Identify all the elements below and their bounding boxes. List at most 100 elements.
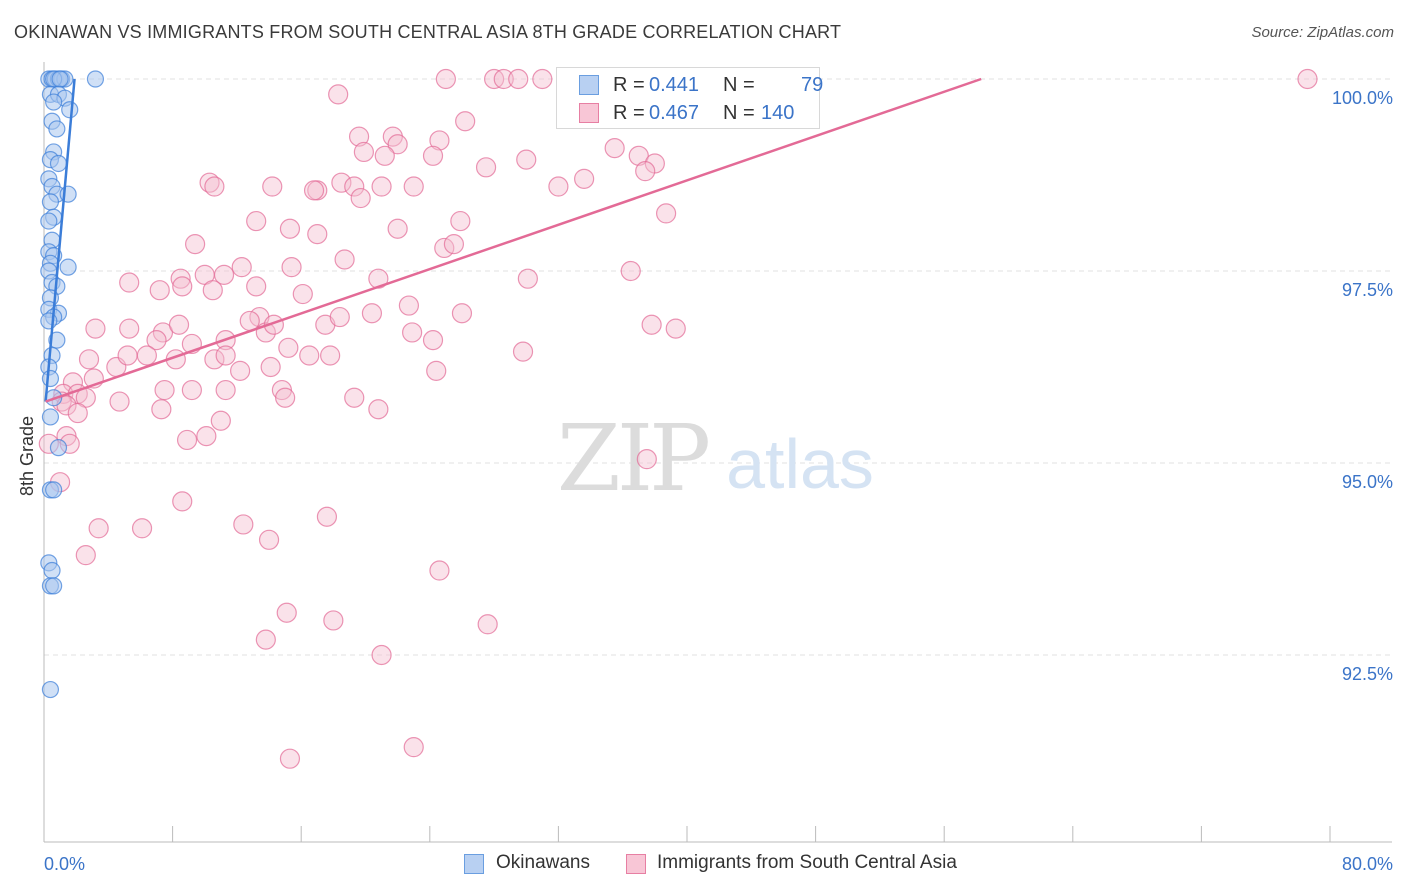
okinawans-point bbox=[86, 70, 105, 88]
immigrants-point bbox=[604, 138, 625, 159]
okinawans-point bbox=[48, 331, 66, 349]
immigrants-point bbox=[323, 610, 344, 631]
immigrants-point bbox=[151, 399, 172, 420]
immigrants-point bbox=[665, 318, 686, 339]
okinawans-point bbox=[40, 212, 58, 230]
immigrants-point bbox=[210, 410, 231, 431]
r-value: 0.467 bbox=[649, 102, 700, 124]
source-label: Source: ZipAtlas.com bbox=[1251, 24, 1394, 41]
immigrants-point bbox=[477, 614, 498, 635]
trendlines bbox=[44, 77, 982, 403]
immigrants-point bbox=[231, 257, 252, 278]
immigrants-point bbox=[246, 276, 267, 297]
immigrants-point bbox=[426, 360, 447, 381]
axes bbox=[43, 62, 1392, 843]
okinawans-point bbox=[45, 481, 63, 499]
immigrants-point bbox=[353, 141, 374, 163]
immigrants-point bbox=[168, 314, 190, 335]
y-tick-label: 100.0% bbox=[1332, 88, 1393, 108]
immigrants-point bbox=[131, 518, 153, 539]
okinawans-point bbox=[49, 439, 68, 457]
immigrants-point bbox=[230, 360, 251, 381]
immigrants-point bbox=[149, 280, 170, 301]
immigrants-point bbox=[344, 387, 365, 408]
immigrants-point bbox=[307, 224, 328, 245]
immigrants-point bbox=[574, 168, 595, 189]
immigrants-point bbox=[348, 126, 370, 147]
immigrants-point bbox=[215, 345, 236, 366]
immigrants-point bbox=[422, 330, 444, 351]
immigrants-point bbox=[213, 264, 235, 285]
immigrants-point bbox=[85, 318, 106, 339]
immigrants-point bbox=[172, 276, 193, 297]
okinawans-point bbox=[43, 561, 61, 580]
immigrants-point bbox=[387, 218, 408, 239]
data-points bbox=[38, 68, 1318, 769]
immigrants-point bbox=[279, 748, 301, 769]
n-label: N = bbox=[723, 74, 755, 96]
immigrants-point bbox=[517, 268, 538, 289]
immigrants-point bbox=[260, 356, 281, 378]
legend-label-immigrants: Immigrants from South Central Asia bbox=[657, 852, 957, 873]
immigrants-point bbox=[281, 257, 302, 278]
immigrants-point bbox=[185, 234, 206, 255]
immigrants-point bbox=[276, 602, 297, 623]
immigrants-point bbox=[292, 283, 313, 305]
immigrants-point bbox=[119, 272, 140, 293]
immigrants-point bbox=[656, 203, 677, 224]
immigrants-point bbox=[328, 84, 349, 105]
stats-legend: R = 0.441 N = 79 R = 0.467 N = 140 bbox=[556, 67, 824, 129]
immigrants-point bbox=[88, 518, 109, 539]
r-value: 0.441 bbox=[649, 74, 700, 96]
immigrants-point bbox=[620, 260, 641, 282]
immigrants-point bbox=[451, 303, 473, 324]
immigrants-point bbox=[635, 161, 656, 182]
immigrants-point bbox=[279, 218, 301, 239]
immigrants-point bbox=[455, 111, 476, 132]
immigrants-point bbox=[403, 176, 424, 197]
immigrants-point bbox=[403, 737, 424, 758]
immigrants-point bbox=[334, 249, 355, 270]
stats-swatch-immigrants bbox=[579, 103, 599, 123]
immigrants-point bbox=[548, 176, 569, 197]
okinawans-point bbox=[49, 154, 68, 173]
y-tick-label: 92.5% bbox=[1342, 664, 1393, 684]
immigrants-point bbox=[176, 429, 198, 451]
okinawans-point bbox=[51, 70, 69, 88]
r-label: R = bbox=[613, 74, 645, 96]
immigrants-point bbox=[1297, 68, 1318, 90]
immigrants-point bbox=[429, 130, 450, 151]
immigrants-point bbox=[303, 180, 325, 201]
immigrants-point bbox=[196, 426, 217, 447]
n-value: 79 bbox=[801, 74, 824, 96]
x-tick-label: 80.0% bbox=[1342, 854, 1393, 874]
okinawans-point bbox=[48, 120, 66, 138]
y-axis-label: 8th Grade bbox=[17, 416, 37, 496]
immigrants-point bbox=[275, 387, 296, 408]
immigrants-point bbox=[398, 295, 420, 316]
immigrants-point bbox=[361, 303, 383, 324]
legend-swatch-okinawans bbox=[464, 854, 484, 874]
immigrants-point bbox=[278, 337, 299, 358]
immigrants-point bbox=[508, 68, 529, 90]
immigrants-point bbox=[350, 187, 371, 209]
immigrants-point bbox=[435, 68, 456, 90]
immigrants-point bbox=[443, 234, 465, 255]
immigrants-point bbox=[368, 268, 389, 289]
immigrants-point bbox=[299, 345, 320, 366]
okinawans-point bbox=[61, 101, 79, 119]
watermark-atlas: atlas bbox=[726, 425, 874, 503]
immigrants-trendline bbox=[45, 77, 982, 403]
legend-label-okinawans: Okinawans bbox=[496, 852, 590, 873]
immigrants-point bbox=[117, 345, 138, 366]
okinawans-point bbox=[41, 680, 60, 699]
immigrants-point bbox=[172, 491, 193, 512]
okinawans-trendline bbox=[44, 78, 76, 402]
immigrants-point bbox=[371, 176, 392, 197]
immigrants-point bbox=[532, 68, 553, 90]
okinawans-point bbox=[45, 93, 63, 111]
immigrants-point bbox=[387, 134, 408, 155]
immigrants-point bbox=[628, 145, 649, 166]
x-tick-label: 0.0% bbox=[44, 854, 85, 874]
